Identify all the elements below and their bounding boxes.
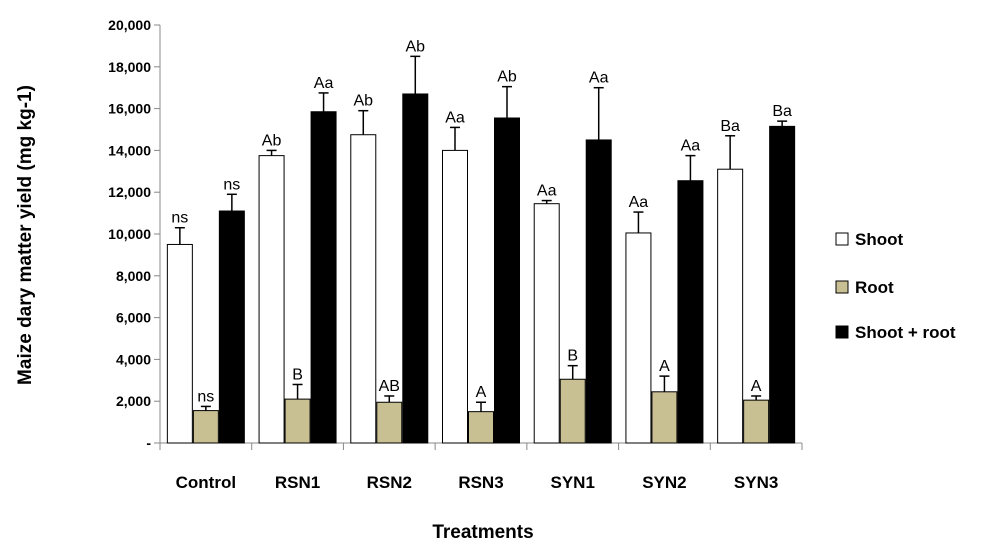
y-axis-ticks: - 2,000 4,000 6,000 8,000 10,000 12,000 14,000 1…	[108, 17, 160, 451]
bar	[468, 411, 494, 444]
bar	[677, 180, 704, 444]
bar	[350, 134, 377, 444]
data-label: Ab	[497, 69, 517, 86]
data-label: A	[751, 378, 762, 395]
y-tick-label: 18,000	[108, 59, 151, 75]
legend-label: Shoot	[855, 230, 903, 249]
bar	[743, 399, 770, 444]
y-tick-label: 2,000	[116, 393, 151, 409]
x-tick-label: RSN1	[275, 473, 320, 492]
data-label: ns	[197, 388, 214, 405]
y-tick-label: -	[146, 435, 151, 451]
x-axis-ticks: Control RSN1 RSN2 RSN3 SYN1 SYN2 SYN3	[159, 443, 803, 492]
x-tick-label: SYN1	[551, 473, 595, 492]
bar	[442, 149, 468, 444]
data-label: A	[659, 358, 670, 375]
x-axis-title: Treatments	[432, 522, 533, 543]
bar	[376, 401, 403, 444]
bar	[559, 378, 586, 444]
x-tick-label: RSN3	[458, 473, 503, 492]
bar	[258, 155, 285, 444]
y-axis-title: Maize dary matter yield (mg kg-1)	[15, 85, 36, 385]
x-tick-label: RSN2	[367, 473, 412, 492]
data-label: B	[292, 366, 303, 383]
bar	[717, 168, 744, 444]
bar	[402, 93, 429, 444]
y-tick-label: 16,000	[108, 101, 151, 117]
legend-label: Shoot + root	[855, 323, 956, 342]
bar	[651, 391, 678, 444]
bar	[769, 125, 796, 444]
data-label: Aa	[314, 75, 334, 92]
bar	[625, 232, 652, 444]
bar	[166, 243, 193, 444]
bar	[192, 410, 219, 444]
y-tick-label: 4,000	[116, 351, 151, 367]
data-label: Ab	[353, 93, 373, 110]
bar	[310, 111, 337, 444]
x-tick-label: Control	[176, 473, 236, 492]
legend-swatch	[835, 232, 849, 246]
y-tick-label: 20,000	[108, 17, 151, 33]
data-label: Aa	[629, 194, 649, 211]
bar	[494, 117, 520, 444]
bar	[585, 139, 612, 444]
y-tick-label: 12,000	[108, 184, 151, 200]
data-label: Ab	[262, 132, 282, 149]
data-label: Aa	[589, 70, 609, 87]
data-label: Aa	[681, 138, 701, 155]
data-label: Aa	[445, 109, 465, 126]
bar	[218, 210, 245, 444]
y-tick-label: 14,000	[108, 142, 151, 158]
data-label: Ab	[405, 38, 425, 55]
y-tick-label: 10,000	[108, 226, 151, 242]
x-tick-label: SYN3	[734, 473, 778, 492]
legend-swatch	[835, 325, 849, 339]
data-label: Ba	[772, 103, 792, 120]
bar	[284, 398, 311, 444]
y-tick-label: 8,000	[116, 268, 151, 284]
data-label: Ba	[720, 118, 740, 135]
data-label: B	[567, 348, 578, 365]
bar	[533, 203, 560, 444]
data-label: Aa	[537, 183, 557, 200]
x-tick-label: SYN2	[642, 473, 686, 492]
legend-label: Root	[855, 278, 894, 297]
data-label: ns	[223, 176, 240, 193]
data-label: ns	[171, 210, 188, 227]
data-label: AB	[379, 378, 400, 395]
legend-swatch	[835, 280, 849, 294]
y-tick-label: 6,000	[116, 310, 151, 326]
data-label: A	[476, 384, 487, 401]
legend: Shoot Root Shoot + root	[835, 230, 956, 342]
